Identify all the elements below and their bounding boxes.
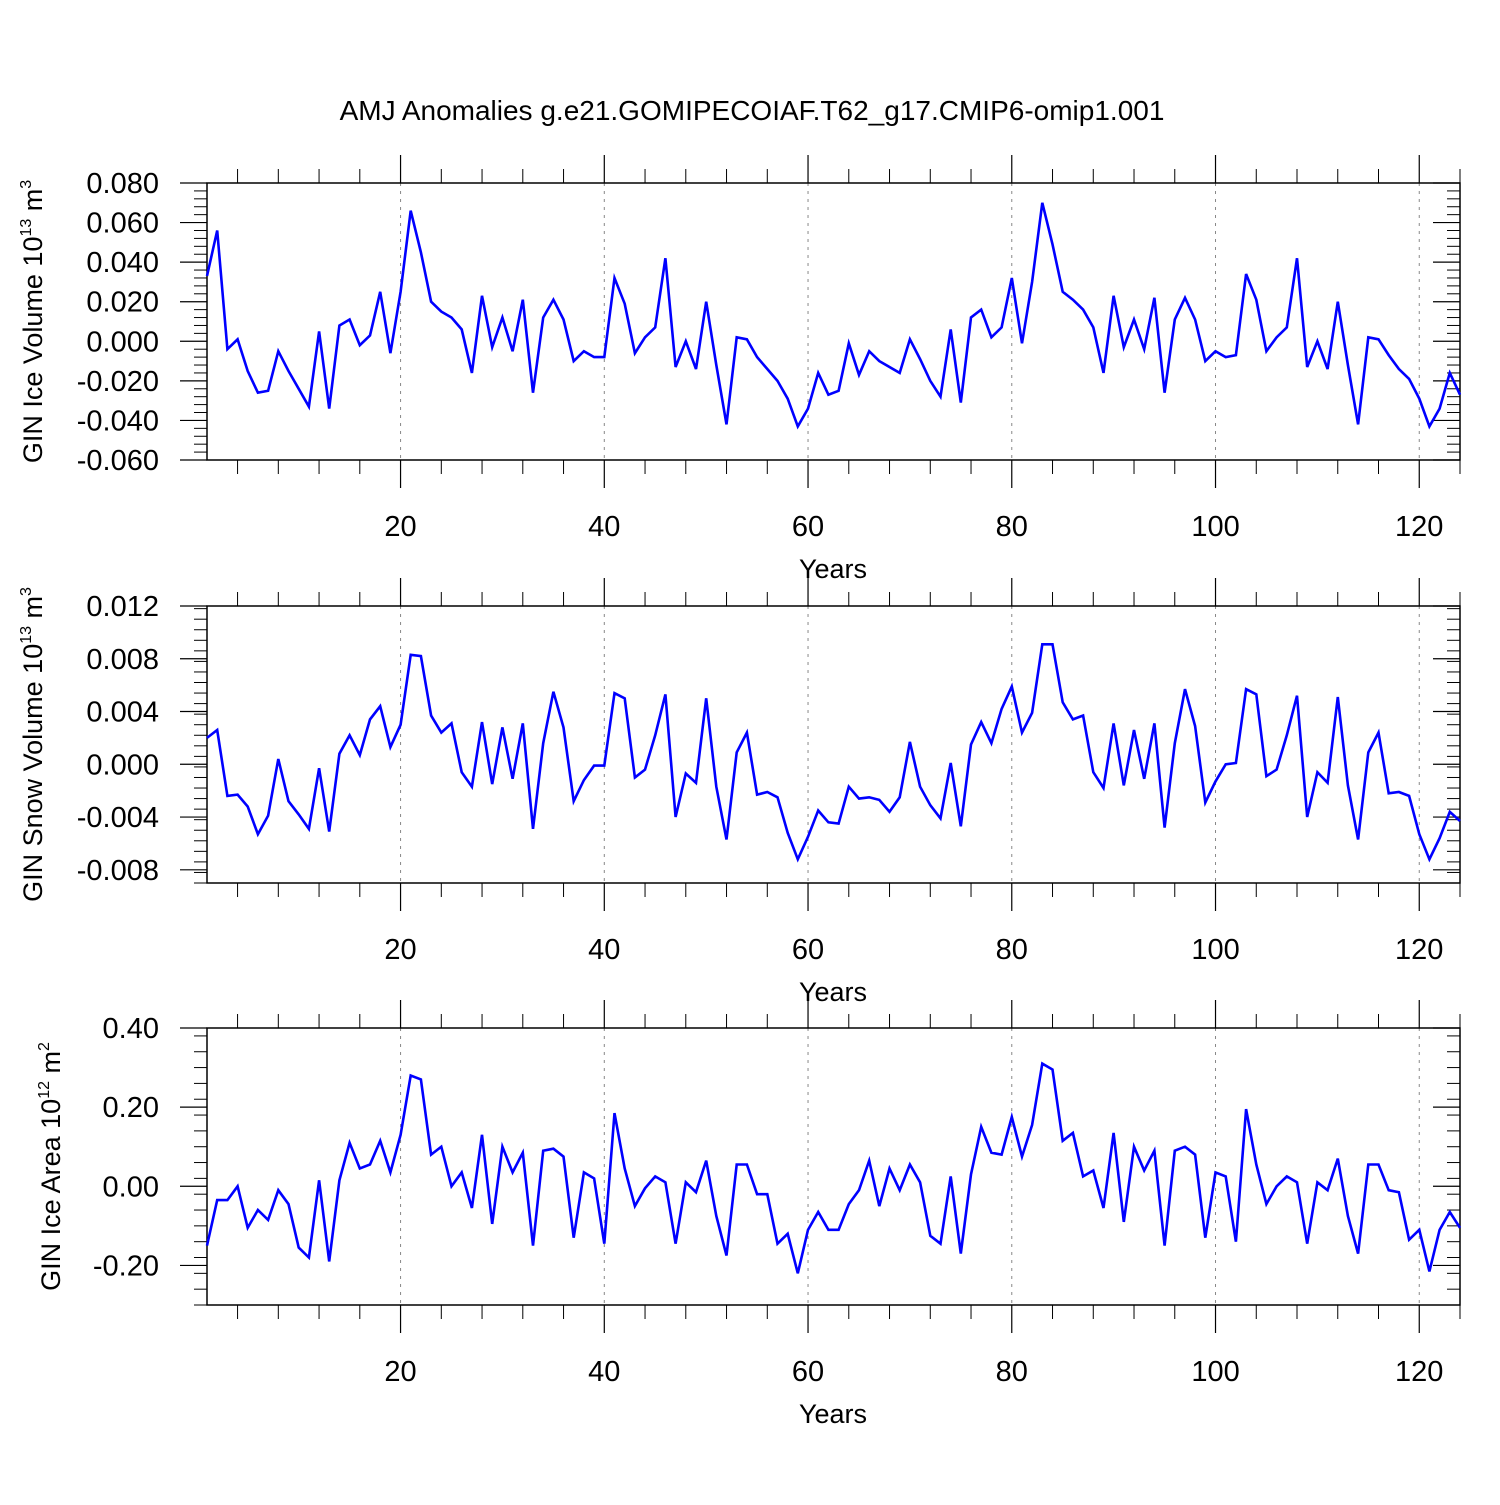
y-tick-label: 0.080 — [86, 168, 159, 200]
y-axis-title: GIN Snow Volume 1013 m3 — [18, 587, 48, 902]
y-axis-title: GIN Ice Volume 1013 m3 — [18, 180, 48, 463]
y-tick-label: 0.012 — [86, 591, 159, 623]
y-tick-label: -0.060 — [77, 445, 159, 477]
x-tick-label: 40 — [588, 1356, 620, 1388]
plot-frame — [206, 1027, 1461, 1306]
x-tick-label: 20 — [384, 934, 416, 966]
x-tick-label: 100 — [1191, 934, 1239, 966]
x-tick-label: 120 — [1395, 511, 1443, 543]
y-tick-label: -0.040 — [77, 405, 159, 437]
series-line — [205, 202, 1462, 430]
x-tick-label: 100 — [1191, 1356, 1239, 1388]
y-tick-label: 0.008 — [86, 644, 159, 676]
y-tick-label: 0.000 — [86, 749, 159, 781]
y-tick-label: -0.004 — [77, 802, 159, 834]
x-tick-label: 120 — [1395, 934, 1443, 966]
x-tick-label: 60 — [792, 511, 824, 543]
y-tick-label: 0.00 — [103, 1171, 159, 1203]
y-tick-label: -0.20 — [93, 1250, 159, 1282]
x-axis-title: Years — [799, 1399, 867, 1429]
y-tick-label: 0.020 — [86, 287, 159, 319]
x-tick-label: 80 — [996, 934, 1028, 966]
y-tick-label: 0.20 — [103, 1092, 159, 1124]
chart-panel-3: 20 40 60 80 100 120 -0.20 0.00 0.20 0.40 Years GIN … — [36, 1000, 1462, 1429]
plot-frame — [206, 605, 1461, 884]
x-tick-label: 60 — [792, 934, 824, 966]
x-axis-title: Years — [799, 977, 867, 1007]
y-tick-label: 0.40 — [103, 1013, 159, 1045]
series-line — [205, 1061, 1462, 1274]
y-tick-label: -0.020 — [77, 366, 159, 398]
y-axis-title: GIN Ice Area 1012 m2 — [36, 1042, 66, 1291]
chart-title: AMJ Anomalies g.e21.GOMIPECOIAF.T62_g17.… — [340, 95, 1165, 126]
x-tick-label: 60 — [792, 1356, 824, 1388]
y-tick-label: -0.008 — [77, 855, 159, 887]
x-tick-label: 100 — [1191, 511, 1239, 543]
chart-panel-1: 20 40 60 80 100 120 -0.060 -0.040 -0.020 0.000 0.0… — [18, 155, 1462, 584]
x-axis-title: Years — [799, 554, 867, 584]
y-tick-label: 0.040 — [86, 247, 159, 279]
y-tick-label: 0.060 — [86, 208, 159, 240]
plot-frame — [206, 182, 1461, 461]
x-tick-label: 20 — [384, 511, 416, 543]
y-tick-label: 0.000 — [86, 326, 159, 358]
x-tick-label: 80 — [996, 511, 1028, 543]
chart-panel-2: 20 40 60 80 100 120 -0.008 -0.004 0.000 0.004 0.00… — [18, 578, 1461, 1007]
x-tick-label: 40 — [588, 934, 620, 966]
x-tick-label: 80 — [996, 1356, 1028, 1388]
x-tick-label: 20 — [384, 1356, 416, 1388]
series-line — [206, 642, 1461, 863]
x-tick-label: 120 — [1395, 1356, 1443, 1388]
x-tick-label: 40 — [588, 511, 620, 543]
y-tick-label: 0.004 — [86, 697, 159, 729]
